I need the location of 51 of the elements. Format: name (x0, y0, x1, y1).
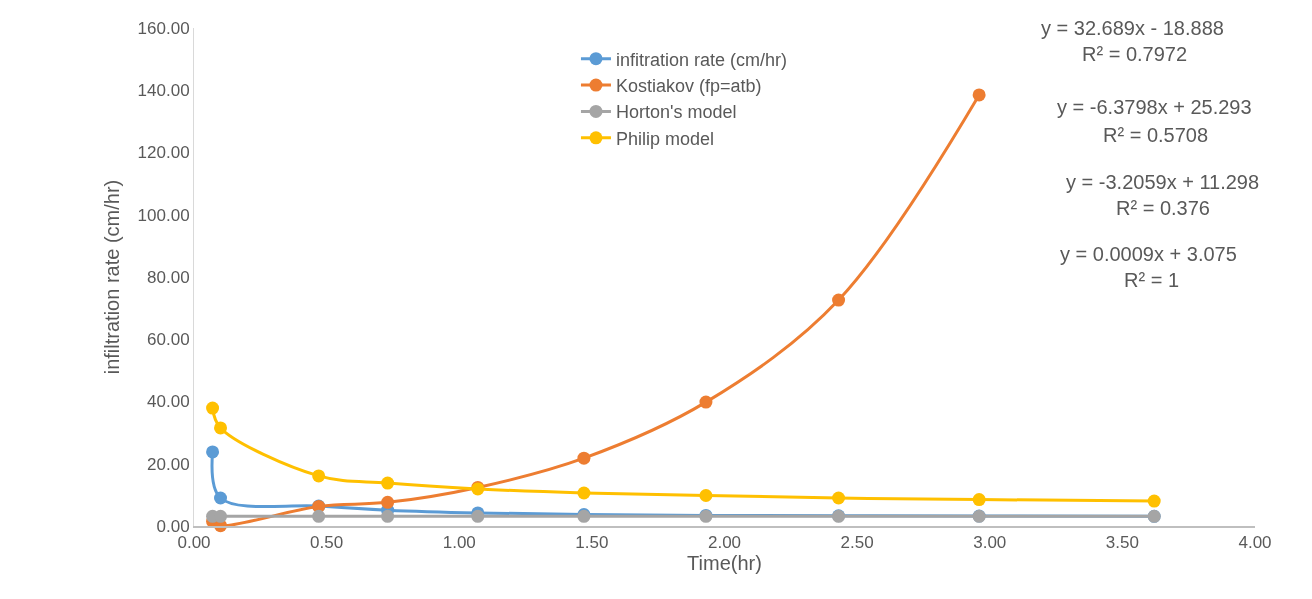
point (214, 509, 228, 523)
x-tick-label: 1.50 (575, 533, 609, 553)
point (832, 293, 846, 307)
y-tick-label: 160.00 (137, 18, 190, 38)
x-tick-label: 2.50 (840, 533, 874, 553)
point (832, 491, 846, 505)
annotation: y = 0.0009x + 3.075 (1060, 243, 1237, 265)
y-tick-label: 0.00 (156, 516, 190, 536)
legend-label: Philip model (615, 128, 715, 149)
point (1147, 494, 1161, 508)
y-axis-title: infiltration rate (cm/hr) (101, 179, 124, 375)
x-tick-label: 4.00 (1238, 533, 1272, 553)
point (699, 489, 713, 502)
x-tick-label: 3.50 (1105, 533, 1139, 553)
annotation: R² = 0.376 (1116, 197, 1210, 219)
point (381, 509, 395, 523)
point (214, 491, 228, 505)
point (699, 395, 713, 409)
point (214, 421, 228, 435)
legend-label: Kostiakov (fp=atb) (615, 76, 762, 97)
point (381, 495, 395, 509)
y-tick-label: 80.00 (147, 267, 190, 287)
point (312, 469, 326, 483)
y-tick-label: 100.00 (137, 205, 190, 225)
point (206, 401, 220, 415)
annotation: R² = 0.7972 (1082, 43, 1188, 65)
point (381, 476, 395, 490)
annotation: y = 32.689x - 18.888 (1041, 17, 1224, 39)
point (312, 509, 326, 523)
point (972, 88, 986, 102)
x-tick-label: 2.00 (707, 533, 742, 553)
x-tick-label: 0.50 (310, 533, 344, 553)
annotation: R² = 0.5708 (1103, 124, 1209, 146)
x-tick-label: 1.00 (442, 533, 476, 553)
annotation: R² = 1 (1124, 269, 1180, 291)
point (577, 486, 591, 500)
y-tick-label: 140.00 (137, 81, 190, 101)
point (972, 493, 986, 507)
point (206, 445, 220, 459)
y-tick-label: 60.00 (147, 330, 190, 350)
y-tick-label: 20.00 (147, 454, 190, 474)
legend-label: infitration rate (cm/hr) (615, 49, 788, 70)
x-tick-label: 3.00 (973, 533, 1007, 553)
y-tick-label: 40.00 (147, 392, 190, 412)
y-tick-label: 120.00 (137, 143, 190, 163)
annotation: y = -3.2059x + 11.298 (1066, 171, 1260, 193)
x-tick-label: 0.00 (177, 533, 211, 553)
legend-label: Horton's model (615, 102, 737, 123)
point (577, 451, 591, 465)
x-axis-title: Time(hr) (687, 552, 762, 575)
annotation: y = -6.3798x + 25.293 (1057, 96, 1252, 118)
